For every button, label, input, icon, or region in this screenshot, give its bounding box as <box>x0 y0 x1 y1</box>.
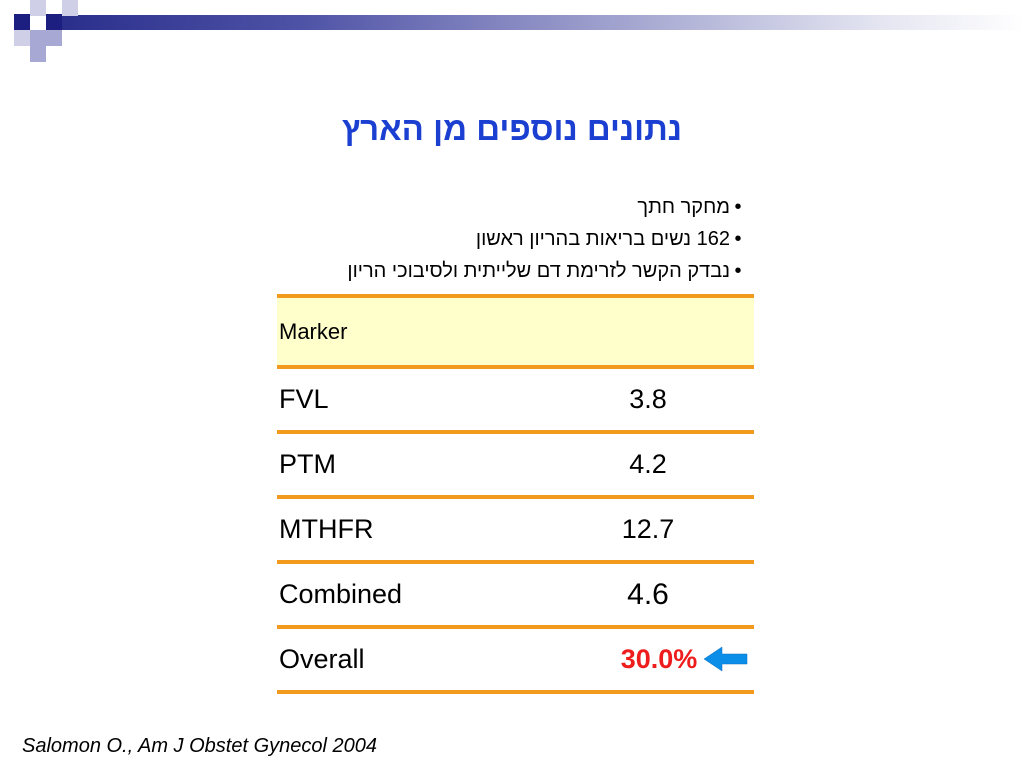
marker-value: 12.7 <box>589 497 754 564</box>
decor-square <box>62 0 78 16</box>
marker-name: MTHFR <box>277 497 589 564</box>
table-row: Combined 4.6 <box>277 562 754 629</box>
marker-name: PTM <box>277 432 589 499</box>
decor-square <box>46 30 62 46</box>
bullet-text: נבדק הקשר לזרימת דם שלייתית ולסיבוכי הרי… <box>347 260 730 282</box>
table-row: FVL 3.8 <box>277 367 754 434</box>
table-header-cell: Marker <box>277 294 754 369</box>
marker-value-text: 4.2 <box>629 449 667 479</box>
marker-value-text: 12.7 <box>621 514 675 544</box>
bullet-item: •162 נשים בריאות בהריון ראשון <box>226 226 746 258</box>
bullet-text: 162 נשים בריאות בהריון ראשון <box>475 228 730 250</box>
left-arrow-icon <box>704 646 748 672</box>
table-header-row: Marker <box>277 294 754 369</box>
header-gradient-bar <box>62 15 1024 30</box>
marker-value: 4.6 <box>589 562 754 629</box>
decor-square <box>30 46 46 62</box>
decor-square <box>14 14 30 30</box>
marker-table: Marker FVL 3.8 PTM 4.2 MTHFR 12.7 Combin… <box>277 294 754 694</box>
table-row: Overall 30.0% <box>277 627 754 694</box>
marker-value-text: 30.0% <box>620 644 698 674</box>
marker-value: 4.2 <box>589 432 754 499</box>
table-row: MTHFR 12.7 <box>277 497 754 564</box>
bullet-icon: • <box>734 228 742 250</box>
decor-square <box>46 14 62 30</box>
bullet-icon: • <box>734 260 742 282</box>
slide-title: נתונים נוספים מן הארץ <box>341 110 683 147</box>
decor-square <box>30 30 46 46</box>
marker-name: Combined <box>277 562 589 629</box>
bullet-icon: • <box>734 196 742 218</box>
decorative-header-band <box>0 0 1024 64</box>
decor-square <box>30 0 46 16</box>
table-row: PTM 4.2 <box>277 432 754 499</box>
marker-value-text: 4.6 <box>627 577 669 611</box>
citation: Salomon O., Am J Obstet Gynecol 2004 <box>22 735 377 757</box>
marker-value-text: 3.8 <box>629 384 667 414</box>
bullet-item: •נבדק הקשר לזרימת דם שלייתית ולסיבוכי הר… <box>226 258 746 290</box>
bullet-item: •מחקר חתך <box>226 194 746 226</box>
decor-square <box>14 30 30 46</box>
bullet-list: •מחקר חתך •162 נשים בריאות בהריון ראשון … <box>226 194 746 290</box>
bullet-text: מחקר חתך <box>637 196 730 218</box>
marker-value: 3.8 <box>589 367 754 434</box>
marker-name: Overall <box>277 627 589 694</box>
marker-value-highlight: 30.0% <box>589 627 754 694</box>
marker-name: FVL <box>277 367 589 434</box>
